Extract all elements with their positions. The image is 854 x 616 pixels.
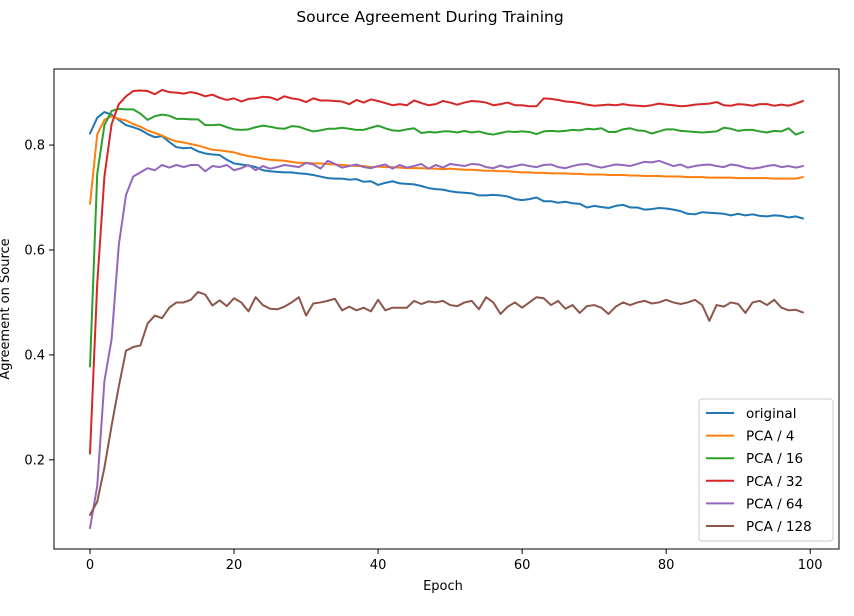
- series-layer: [89, 88, 804, 530]
- chart-title: Source Agreement During Training: [296, 8, 563, 26]
- legend-label-pca-4: PCA / 4: [746, 429, 795, 445]
- series-line-pca-128: [89, 290, 804, 516]
- y-axis: 0.2 0.4 0.6 0.8: [24, 139, 54, 468]
- series-line-pca-16: [89, 107, 804, 368]
- legend-frame: [698, 398, 834, 542]
- legend-label-pca-16: PCA / 16: [746, 451, 803, 467]
- x-tick-label: 0: [86, 558, 94, 573]
- x-axis-label: Epoch: [423, 579, 463, 594]
- series-line-pca-4: [89, 115, 804, 205]
- y-tick-label: 0.4: [24, 348, 45, 363]
- y-tick-label: 0.2: [24, 453, 45, 468]
- series-line-pca-32: [89, 88, 804, 455]
- x-tick-label: 80: [658, 558, 675, 573]
- x-tick-label: 40: [370, 558, 387, 573]
- x-axis: 0 20 40 60 80 100: [86, 549, 823, 573]
- plot-area-frame: [53, 68, 840, 550]
- legend-label-pca-128: PCA / 128: [746, 519, 812, 535]
- x-tick-label: 60: [514, 558, 531, 573]
- legend: original PCA / 4 PCA / 16 PCA / 32 PCA / 64 P…: [698, 398, 834, 542]
- y-tick-label: 0.6: [24, 243, 45, 258]
- legend-label-original: original: [746, 406, 796, 422]
- x-tick-label: 20: [226, 558, 243, 573]
- series-line-original: [89, 111, 804, 220]
- y-axis-label: Agreement on Source: [0, 238, 13, 379]
- legend-label-pca-64: PCA / 64: [746, 496, 803, 512]
- x-tick-label: 100: [798, 558, 823, 573]
- y-tick-label: 0.8: [24, 139, 45, 154]
- legend-label-pca-32: PCA / 32: [746, 474, 803, 490]
- series-line-pca-64: [89, 159, 804, 530]
